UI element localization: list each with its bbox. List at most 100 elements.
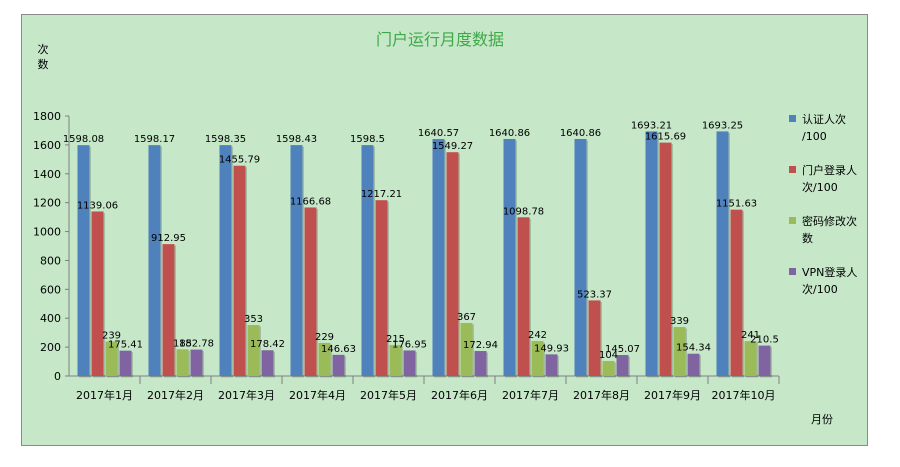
- data-label: 1151.63: [716, 199, 757, 210]
- bar: [517, 217, 530, 376]
- bar: [716, 131, 729, 376]
- data-label: 182.78: [179, 339, 214, 350]
- x-tick-label: 2017年8月: [573, 388, 630, 402]
- data-label: 1598.17: [134, 134, 175, 145]
- data-label: 1166.68: [290, 196, 331, 207]
- y-axis-label-char: 次: [38, 42, 49, 56]
- x-tick-label: 2017年1月: [76, 388, 133, 402]
- data-label: 1640.86: [560, 128, 601, 139]
- bar: [91, 211, 104, 376]
- bar: [574, 138, 587, 376]
- bar: [233, 165, 246, 376]
- data-label: 145.07: [605, 344, 640, 355]
- bar: [687, 353, 700, 376]
- data-label: 1598.5: [350, 134, 385, 145]
- data-label: 1217.21: [361, 189, 402, 200]
- bar: [474, 351, 487, 376]
- legend-label: 次/100: [802, 180, 838, 194]
- bar: [332, 354, 345, 376]
- bar: [375, 200, 388, 376]
- y-tick-label: 1600: [33, 139, 61, 152]
- bar: [616, 355, 629, 376]
- legend-label: 数: [802, 232, 813, 245]
- legend-label: 密码修改次: [802, 214, 857, 228]
- data-label: 241: [741, 330, 760, 341]
- bar: [758, 345, 771, 376]
- y-tick-label: 1200: [33, 197, 61, 210]
- legend-swatch: [789, 166, 796, 173]
- y-tick-label: 200: [40, 341, 61, 354]
- data-label: 149.93: [534, 343, 569, 354]
- y-tick-label: 1000: [33, 226, 61, 239]
- legend-label: VPN登录人: [802, 265, 857, 279]
- bar: [148, 145, 161, 376]
- bar: [105, 341, 118, 376]
- bar: [389, 344, 402, 376]
- bar: [446, 152, 459, 376]
- data-label: 229: [315, 332, 334, 343]
- legend-label: 认证人次: [802, 112, 846, 126]
- data-label: 185: [173, 338, 192, 349]
- bar-chart: 门户运行月度数据 次数 月份 0 200 400 600 800 1000 1200 1400…: [33, 30, 857, 426]
- bar: [261, 350, 274, 376]
- bar: [219, 145, 232, 376]
- data-label: 172.94: [463, 340, 498, 351]
- data-label: 1598.43: [276, 134, 317, 145]
- data-label: 367: [457, 312, 476, 323]
- bar: [673, 327, 686, 376]
- bar: [77, 145, 90, 376]
- legend-label: 次/100: [802, 282, 838, 296]
- data-label: 210.5: [750, 335, 779, 346]
- bar: [304, 207, 317, 376]
- bar: [645, 131, 658, 376]
- bar: [744, 341, 757, 376]
- x-tick-label: 2017年3月: [218, 388, 275, 402]
- legend-swatch: [789, 268, 796, 275]
- bar: [247, 325, 260, 376]
- bar: [290, 145, 303, 376]
- y-tick-label: 1800: [33, 110, 61, 123]
- data-label: 215: [386, 334, 405, 345]
- bar: [361, 145, 374, 376]
- bar: [190, 349, 203, 376]
- legend-label: /100: [802, 130, 827, 143]
- data-label: 1693.25: [702, 120, 743, 131]
- data-label: 523.37: [577, 289, 612, 300]
- bar: [531, 341, 544, 376]
- data-label: 154.34: [676, 343, 711, 354]
- bar: [176, 349, 189, 376]
- x-tick-label: 2017年7月: [502, 388, 559, 402]
- bar: [403, 350, 416, 376]
- data-label: 1098.78: [503, 206, 544, 217]
- data-label: 239: [102, 330, 121, 341]
- data-label: 242: [528, 330, 547, 341]
- y-tick-label: 1400: [33, 168, 61, 181]
- data-label: 1549.27: [432, 141, 473, 152]
- data-label: 339: [670, 316, 689, 327]
- y-axis-label: 次数: [38, 42, 49, 71]
- x-tick-label: 2017年6月: [431, 388, 488, 402]
- bar: [588, 300, 601, 376]
- bar: [545, 354, 558, 376]
- x-tick-label: 2017年4月: [289, 388, 346, 402]
- data-label: 1640.57: [418, 128, 459, 139]
- y-tick-label: 0: [54, 370, 61, 383]
- data-label: 175.41: [108, 340, 143, 351]
- bar: [730, 209, 743, 376]
- plot-area: 0 200 400 600 800 1000 1200 1400 1600 1800 2017年1月…: [33, 110, 780, 402]
- data-label: 912.95: [151, 233, 186, 244]
- bar: [503, 138, 516, 376]
- bar: [460, 322, 473, 376]
- y-tick-label: 400: [40, 312, 61, 325]
- data-label: 1598.35: [205, 134, 246, 145]
- data-label: 178.42: [250, 339, 285, 350]
- data-label: 353: [244, 314, 263, 325]
- x-tick-label: 2017年10月: [712, 388, 776, 402]
- legend-swatch: [789, 115, 796, 122]
- bar: [162, 244, 175, 376]
- x-axis-label: 月份: [811, 413, 833, 426]
- y-tick-label: 600: [40, 283, 61, 296]
- bar: [659, 142, 672, 376]
- data-label: 1615.69: [645, 132, 686, 143]
